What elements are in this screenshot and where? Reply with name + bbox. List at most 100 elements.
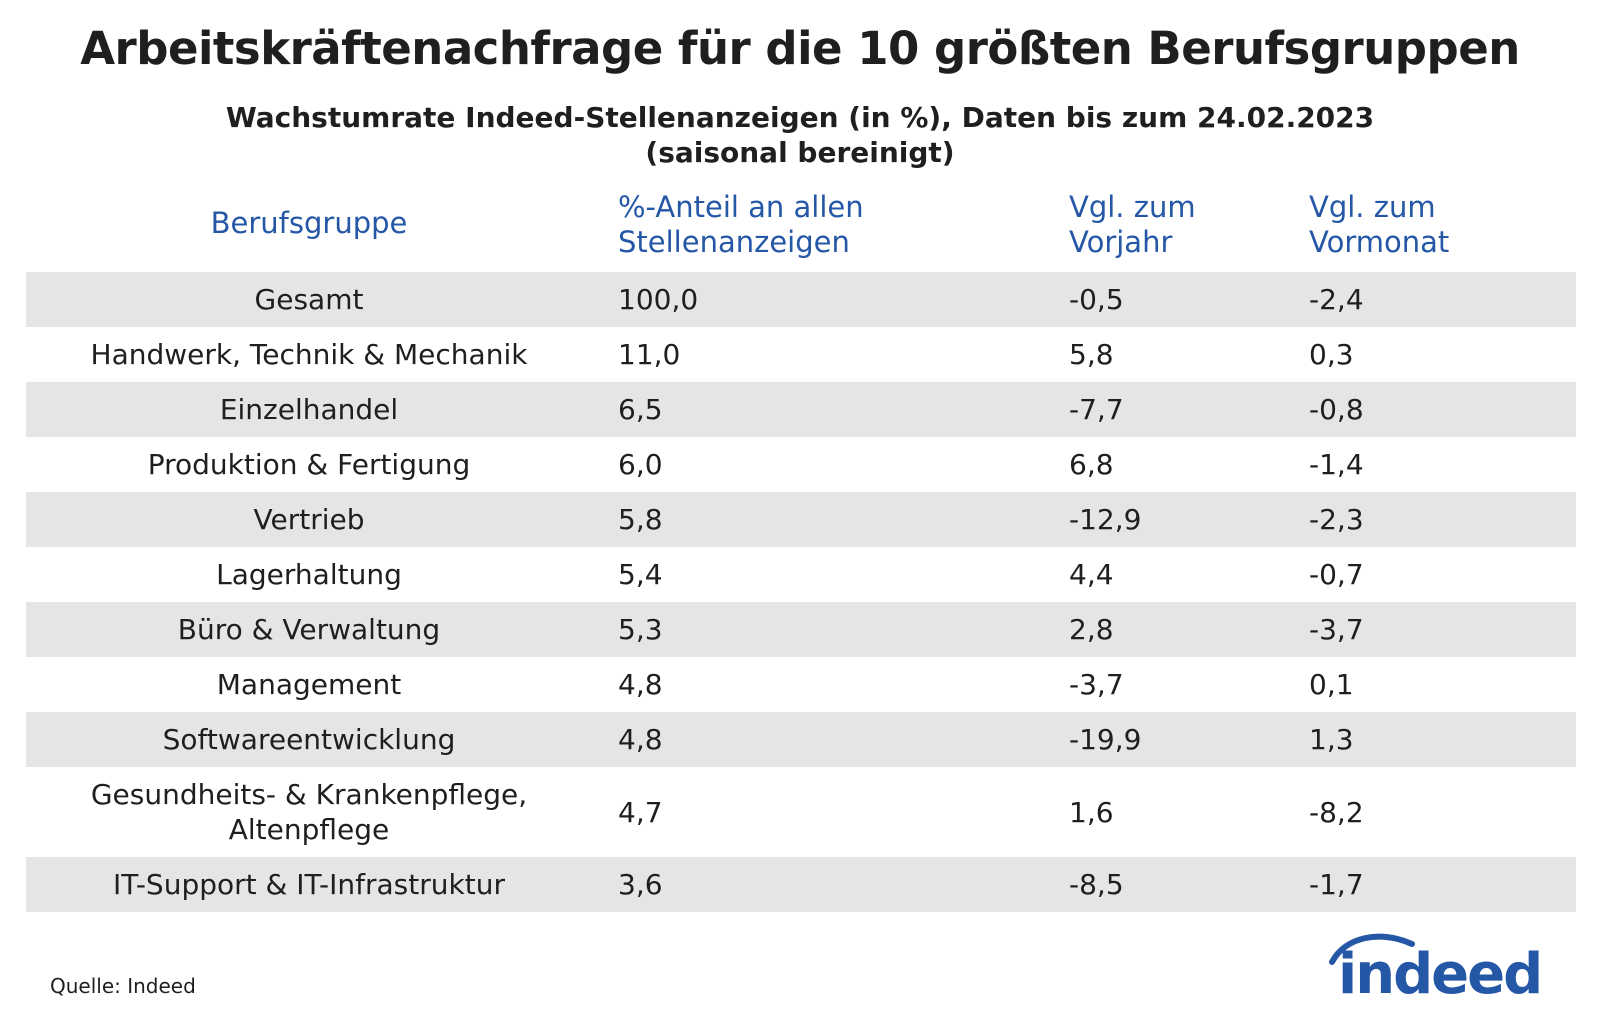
cell-mom: -1,4 xyxy=(1309,448,1364,481)
cell-mom: -3,7 xyxy=(1309,613,1364,646)
cell-share: 5,3 xyxy=(618,613,663,646)
cell-yoy: 4,4 xyxy=(1069,558,1114,591)
cell-berufsgruppe-text: Produktion & Fertigung xyxy=(148,447,471,482)
cell-berufsgruppe: Gesundheits- & Krankenpflege, Altenpflege xyxy=(26,767,592,857)
name-line-1: Vertrieb xyxy=(253,503,365,536)
name-line-1: Softwareentwicklung xyxy=(162,723,456,756)
table-row: Softwareentwicklung 4,8 -19,9 1,3 xyxy=(26,712,1576,767)
cell-yoy: -19,9 xyxy=(1069,723,1142,756)
logo-wordmark: indeed xyxy=(1338,942,1543,1007)
cell-berufsgruppe-text: Gesundheits- & Krankenpflege, Altenpflege xyxy=(91,777,527,847)
cell-mom: -2,4 xyxy=(1309,283,1364,316)
name-line-1: Handwerk, Technik & Mechanik xyxy=(90,338,528,371)
header-line-2: Vorjahr xyxy=(1069,225,1173,259)
cell-share: 5,8 xyxy=(618,503,663,536)
table-body: Gesamt 100,0 -0,5 -2,4 Handwerk, Technik & M… xyxy=(26,272,1576,912)
cell-berufsgruppe-text: Büro & Verwaltung xyxy=(178,612,440,647)
cell-berufsgruppe: Büro & Verwaltung xyxy=(26,602,592,657)
cell-share: 3,6 xyxy=(618,868,663,901)
cell-mom: 0,1 xyxy=(1309,668,1354,701)
name-line-1: Lagerhaltung xyxy=(216,558,402,591)
cell-yoy: -3,7 xyxy=(1069,668,1124,701)
cell-yoy: 1,6 xyxy=(1069,795,1114,829)
table-row: Gesamt 100,0 -0,5 -2,4 xyxy=(26,272,1576,327)
table-row: Lagerhaltung 5,4 4,4 -0,7 xyxy=(26,547,1576,602)
cell-berufsgruppe-text: Lagerhaltung xyxy=(216,557,402,592)
header-line-2: Stellenanzeigen xyxy=(618,225,850,259)
header-line-1: Vgl. zum xyxy=(1309,190,1436,224)
name-line-2: Altenpflege xyxy=(228,813,390,846)
cell-berufsgruppe: Vertrieb xyxy=(26,492,592,547)
name-line-1: Einzelhandel xyxy=(219,393,399,426)
name-line-1: Produktion & Fertigung xyxy=(147,448,471,481)
chart-subtitle: Wachstumrate Indeed-Stellenanzeigen (in … xyxy=(0,100,1600,170)
table-row: IT-Support & IT-Infrastruktur 3,6 -8,5 -1,7 xyxy=(26,857,1576,912)
cell-share: 11,0 xyxy=(618,338,681,371)
cell-share: 4,8 xyxy=(618,723,663,756)
source-note: Quelle: Indeed xyxy=(50,974,196,998)
cell-berufsgruppe: IT-Support & IT-Infrastruktur xyxy=(26,857,592,912)
chart-title: Arbeitskräftenachfrage für die 10 größte… xyxy=(80,22,1520,75)
name-line-1: Büro & Verwaltung xyxy=(177,613,441,646)
cell-mom: -2,3 xyxy=(1309,503,1364,536)
cell-berufsgruppe-text: Vertrieb xyxy=(254,502,365,537)
cell-share: 6,0 xyxy=(618,448,663,481)
cell-yoy: -7,7 xyxy=(1069,393,1124,426)
name-line-1: Gesundheits- & Krankenpflege, xyxy=(90,778,528,811)
cell-share: 4,7 xyxy=(618,795,663,829)
name-line-1: Gesamt xyxy=(254,283,364,316)
cell-berufsgruppe: Handwerk, Technik & Mechanik xyxy=(26,327,592,382)
cell-yoy: -8,5 xyxy=(1069,868,1124,901)
cell-berufsgruppe: Management xyxy=(26,657,592,712)
header-share: %-Anteil an allen Stellenanzeigen xyxy=(618,190,864,260)
cell-berufsgruppe-text: Einzelhandel xyxy=(220,392,398,427)
cell-berufsgruppe-text: IT-Support & IT-Infrastruktur xyxy=(113,867,505,902)
cell-share: 100,0 xyxy=(618,283,699,316)
subtitle-line-1: Wachstumrate Indeed-Stellenanzeigen (in … xyxy=(225,101,1375,134)
header-line-2: Vormonat xyxy=(1309,225,1450,259)
name-line-1: Management xyxy=(216,668,402,701)
header-line-1: Berufsgruppe xyxy=(210,206,408,240)
cell-berufsgruppe-text: Softwareentwicklung xyxy=(163,722,456,757)
cell-share: 5,4 xyxy=(618,558,663,591)
name-line-1: IT-Support & IT-Infrastruktur xyxy=(113,868,505,901)
cell-berufsgruppe: Lagerhaltung xyxy=(26,547,592,602)
data-table: Berufsgruppe %-Anteil an allen Stellenan… xyxy=(26,190,1576,912)
table-row: Gesundheits- & Krankenpflege, Altenpflege… xyxy=(26,767,1576,857)
cell-yoy: 2,8 xyxy=(1069,613,1114,646)
cell-yoy: 6,8 xyxy=(1069,448,1114,481)
table-row: Vertrieb 5,8 -12,9 -2,3 xyxy=(26,492,1576,547)
table-row: Büro & Verwaltung 5,3 2,8 -3,7 xyxy=(26,602,1576,657)
cell-berufsgruppe-text: Management xyxy=(217,667,401,702)
cell-berufsgruppe: Produktion & Fertigung xyxy=(26,437,592,492)
header-line-1: Vgl. zum xyxy=(1069,190,1196,224)
cell-yoy: 5,8 xyxy=(1069,338,1114,371)
logo-arc-icon xyxy=(1329,933,1415,965)
table-row: Handwerk, Technik & Mechanik 11,0 5,8 0,3 xyxy=(26,327,1576,382)
cell-berufsgruppe: Einzelhandel xyxy=(26,382,592,437)
cell-berufsgruppe-text: Handwerk, Technik & Mechanik xyxy=(91,337,528,372)
cell-mom: -0,7 xyxy=(1309,558,1364,591)
table-row: Management 4,8 -3,7 0,1 xyxy=(26,657,1576,712)
header-berufsgruppe: Berufsgruppe xyxy=(26,206,592,241)
cell-yoy: -12,9 xyxy=(1069,503,1142,536)
table-header-row: Berufsgruppe %-Anteil an allen Stellenan… xyxy=(26,190,1576,272)
cell-mom: -8,2 xyxy=(1309,795,1364,829)
cell-berufsgruppe: Gesamt xyxy=(26,272,592,327)
cell-mom: 1,3 xyxy=(1309,723,1354,756)
cell-berufsgruppe: Softwareentwicklung xyxy=(26,712,592,767)
cell-share: 4,8 xyxy=(618,668,663,701)
cell-berufsgruppe-text: Gesamt xyxy=(255,282,364,317)
cell-mom: -0,8 xyxy=(1309,393,1364,426)
indeed-logo: indeed xyxy=(1329,933,1550,1010)
cell-mom: 0,3 xyxy=(1309,338,1354,371)
table-row: Einzelhandel 6,5 -7,7 -0,8 xyxy=(26,382,1576,437)
header-yoy: Vgl. zum Vorjahr xyxy=(1069,190,1196,260)
subtitle-line-2: (saisonal bereinigt) xyxy=(645,136,955,169)
header-mom: Vgl. zum Vormonat xyxy=(1309,190,1449,260)
cell-mom: -1,7 xyxy=(1309,868,1364,901)
header-line-1: %-Anteil an allen xyxy=(618,190,864,224)
table-row: Produktion & Fertigung 6,0 6,8 -1,4 xyxy=(26,437,1576,492)
cell-yoy: -0,5 xyxy=(1069,283,1124,316)
cell-share: 6,5 xyxy=(618,393,663,426)
